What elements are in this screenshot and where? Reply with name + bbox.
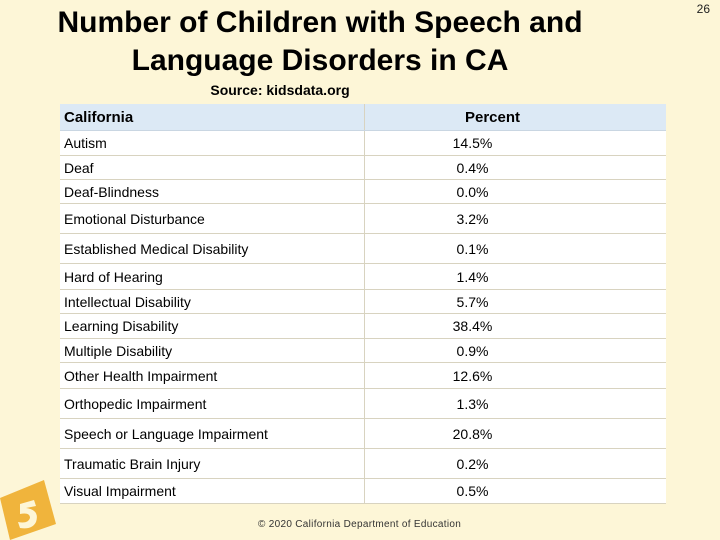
row-label: Established Medical Disability xyxy=(60,233,365,264)
cde-logo-icon xyxy=(0,480,56,540)
row-label: Multiple Disability xyxy=(60,338,365,363)
row-percent: 0.9% xyxy=(364,338,666,363)
row-percent: 3.2% xyxy=(364,203,666,234)
table-row: Multiple Disability 0.9% xyxy=(60,338,666,363)
title-line-2: Language Disorders in CA xyxy=(131,44,509,77)
table-row: Deaf-Blindness 0.0% xyxy=(60,179,666,204)
row-percent: 1.4% xyxy=(364,263,666,290)
table-row: Established Medical Disability 0.1% xyxy=(60,233,666,264)
row-label: Learning Disability xyxy=(60,313,365,339)
table-row: Other Health Impairment 12.6% xyxy=(60,362,666,389)
table-row: Deaf 0.4% xyxy=(60,155,666,180)
row-percent: 0.4% xyxy=(364,155,666,180)
table-row: Autism 14.5% xyxy=(60,130,666,156)
table-row: Learning Disability 38.4% xyxy=(60,313,666,339)
row-percent: 0.0% xyxy=(364,179,666,204)
row-label: Hard of Hearing xyxy=(60,263,365,290)
header-percent: Percent xyxy=(364,104,666,131)
row-label: Autism xyxy=(60,130,365,156)
table-row: Intellectual Disability 5.7% xyxy=(60,289,666,314)
slide-number: 26 xyxy=(696,2,710,16)
row-label: Traumatic Brain Injury xyxy=(60,448,365,479)
row-label: Deaf-Blindness xyxy=(60,179,365,204)
table-row: Traumatic Brain Injury 0.2% xyxy=(60,448,666,479)
table-row: Emotional Disturbance 3.2% xyxy=(60,203,666,234)
row-label: Other Health Impairment xyxy=(60,362,365,389)
slide-title: Number of Children with Speech and Langu… xyxy=(0,4,720,80)
row-percent: 0.1% xyxy=(364,233,666,264)
table-row: Visual Impairment 0.5% xyxy=(60,478,666,504)
title-line-1: Number of Children with Speech and xyxy=(57,6,583,39)
row-percent: 14.5% xyxy=(364,130,666,156)
footer-copyright: © 2020 California Department of Educatio… xyxy=(258,519,462,530)
row-label: Visual Impairment xyxy=(60,478,365,504)
row-label: Intellectual Disability xyxy=(60,289,365,314)
table-header-row: California Percent xyxy=(60,104,666,131)
row-label: Emotional Disturbance xyxy=(60,203,365,234)
row-label: Deaf xyxy=(60,155,365,180)
table-row: Orthopedic Impairment 1.3% xyxy=(60,388,666,419)
table-row: Hard of Hearing 1.4% xyxy=(60,263,666,290)
table-row: Speech or Language Impairment 20.8% xyxy=(60,418,666,449)
row-label: Orthopedic Impairment xyxy=(60,388,365,419)
row-percent: 0.5% xyxy=(364,478,666,504)
row-percent: 1.3% xyxy=(364,388,666,419)
row-percent: 5.7% xyxy=(364,289,666,314)
row-percent: 20.8% xyxy=(364,418,666,449)
row-percent: 38.4% xyxy=(364,313,666,339)
row-label: Speech or Language Impairment xyxy=(60,418,365,449)
row-percent: 12.6% xyxy=(364,362,666,389)
source-caption: Source: kidsdata.org xyxy=(210,82,350,98)
disorders-table: California Percent Autism 14.5% Deaf 0.4% De… xyxy=(60,104,666,504)
row-percent: 0.2% xyxy=(364,448,666,479)
header-california: California xyxy=(60,104,365,131)
